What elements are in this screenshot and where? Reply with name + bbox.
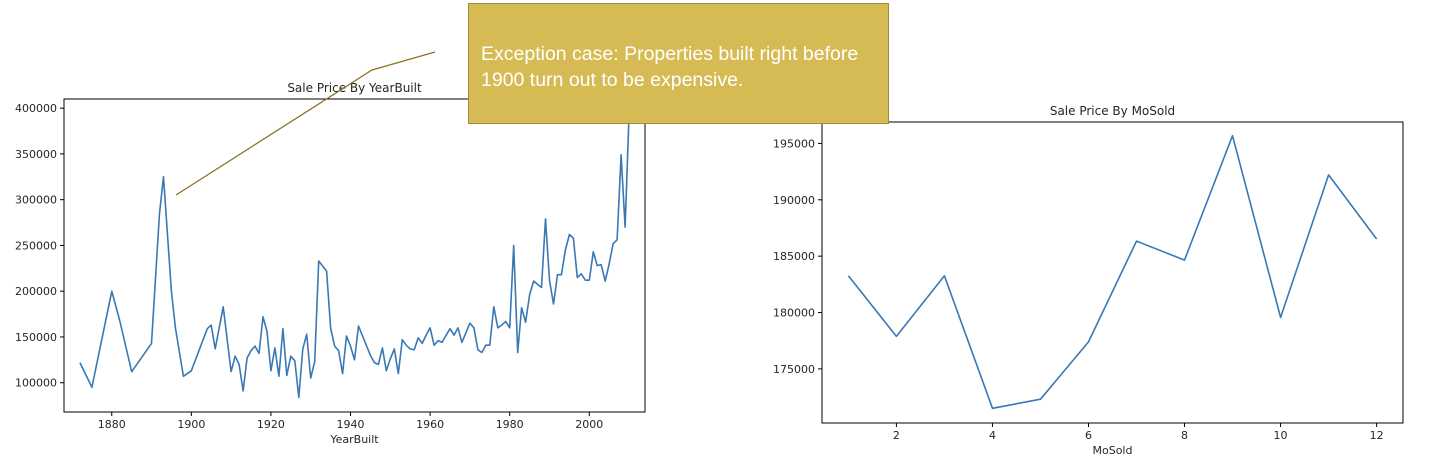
x-tick-label: 8 [1181, 429, 1188, 442]
x-tick-label: 2 [893, 429, 900, 442]
y-tick-label: 190000 [773, 194, 815, 207]
x-tick-label: 10 [1274, 429, 1288, 442]
y-tick-label: 100000 [15, 377, 57, 390]
y-tick-label: 250000 [15, 239, 57, 252]
x-tick-label: 1880 [98, 418, 126, 431]
series-line [79, 113, 630, 399]
chart-title: Sale Price By MoSold [1050, 104, 1175, 118]
x-tick-label: 12 [1370, 429, 1384, 442]
callout-pointer-line [175, 51, 436, 196]
x-tick-label: 6 [1085, 429, 1092, 442]
y-tick-label: 150000 [15, 331, 57, 344]
plot-frame [821, 121, 1404, 424]
chart-2: Sale Price By MoSold 2 4 6 8 10 12 175000 180000… [773, 104, 1404, 457]
x-axis-label: YearBuilt [329, 433, 379, 446]
x-tick-label: 1900 [177, 418, 205, 431]
y-tick-label: 350000 [15, 148, 57, 161]
chart-1: Sale Price By YearBuilt 1880 1900 1920 1940 1… [15, 81, 646, 446]
y-tick-label: 400000 [15, 102, 57, 115]
y-tick-label: 200000 [15, 285, 57, 298]
series-line [847, 134, 1378, 410]
y-tick-label: 180000 [773, 307, 815, 320]
annotation-callout: Exception case: Properties built right b… [468, 3, 889, 124]
plot-frame [63, 98, 646, 413]
x-axis-label: MoSold [1093, 444, 1133, 457]
y-tick-label: 175000 [773, 363, 815, 376]
chart-title: Sale Price By YearBuilt [287, 81, 422, 95]
x-tick-label: 1940 [337, 418, 365, 431]
x-tick-label: 1980 [496, 418, 524, 431]
callout-text: Exception case: Properties built right b… [481, 43, 859, 91]
y-tick-label: 195000 [773, 137, 815, 150]
y-tick-label: 300000 [15, 194, 57, 207]
x-tick-label: 4 [989, 429, 996, 442]
y-tick-label: 185000 [773, 250, 815, 263]
x-tick-label: 1920 [257, 418, 285, 431]
x-tick-label: 1960 [416, 418, 444, 431]
x-tick-label: 2000 [575, 418, 603, 431]
